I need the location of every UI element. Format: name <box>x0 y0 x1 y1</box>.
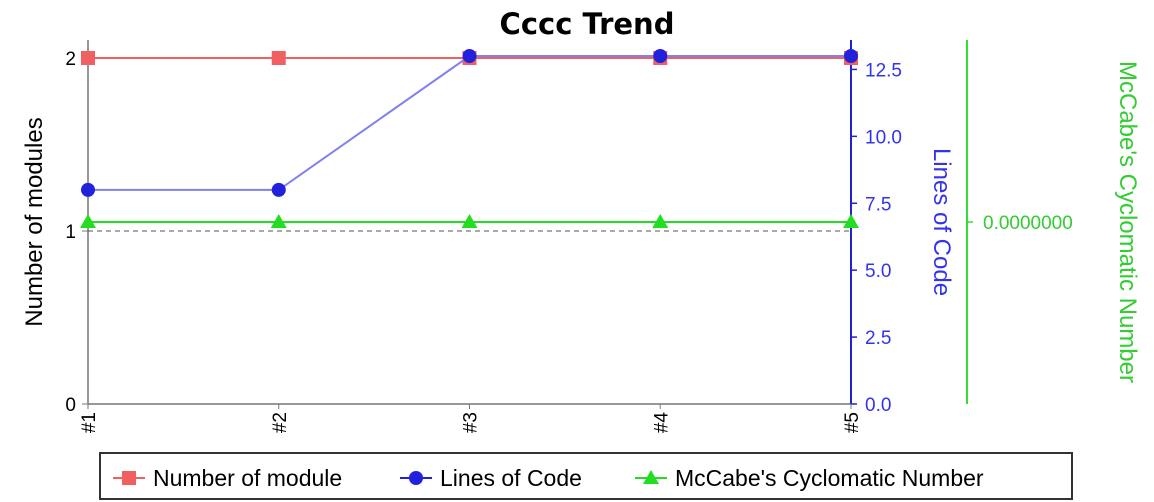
right1-tick-label: 12.5 <box>865 60 902 81</box>
series-1-point <box>462 49 477 64</box>
legend-box <box>99 452 1073 500</box>
right1-tick-label: 0.0 <box>865 395 891 416</box>
series-1-point <box>81 182 95 197</box>
right1-tick-label: 5.0 <box>865 261 891 282</box>
x-tick-label: #4 <box>651 412 672 434</box>
left-tick-label: 1 <box>65 222 76 243</box>
series-line-1 <box>88 55 851 191</box>
right2-tick-label: 0.0000000 <box>983 213 1073 234</box>
series-2-point <box>270 214 287 228</box>
series-2-point <box>843 214 859 228</box>
x-tick-label: #5 <box>842 412 863 433</box>
series-2-point <box>461 214 478 228</box>
x-tick-label: #3 <box>461 412 482 433</box>
right1-tick-label: 2.5 <box>865 328 891 349</box>
legend-entry-label: McCabe's Cyclomatic Number <box>675 465 984 491</box>
series-0-point <box>81 51 95 65</box>
left-tick-label: 0 <box>65 395 76 416</box>
left-axis-label: Number of modules <box>21 117 48 326</box>
legend-entry-label: Number of module <box>153 465 342 491</box>
legend-swatch-marker <box>643 470 659 484</box>
x-tick-label: #2 <box>270 412 291 433</box>
right1-axis-label: Lines of Code <box>928 148 955 296</box>
series-2-point <box>652 214 669 228</box>
chart-title: Cccc Trend <box>500 7 675 41</box>
left-tick-label: 2 <box>65 49 76 70</box>
series-0-point <box>271 51 286 65</box>
plot-area: 0 1 2 Number of modules 0.0 2.5 5.0 7.5 10.0 12.5… <box>21 40 1141 433</box>
legend-swatch-marker <box>122 471 136 485</box>
x-tick-label: #1 <box>79 412 100 433</box>
series-2-point <box>80 214 96 228</box>
series-1-point <box>271 182 286 197</box>
right1-tick-label: 7.5 <box>865 194 891 215</box>
legend: Number of module Lines of Code McCabe's Cy… <box>99 452 1073 500</box>
right2-axis-label: McCabe's Cyclomatic Number <box>1114 61 1141 383</box>
right1-tick-label: 10.0 <box>865 127 902 148</box>
legend-swatch-marker <box>409 471 423 485</box>
series-1-point <box>653 49 668 64</box>
legend-entry-label: Lines of Code <box>440 465 582 491</box>
series-1-point <box>844 49 858 64</box>
